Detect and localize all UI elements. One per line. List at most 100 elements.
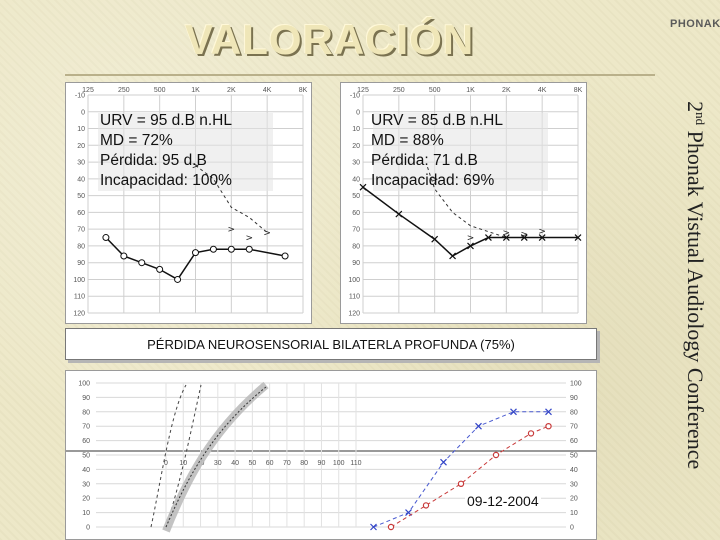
speech-red-line bbox=[390, 425, 549, 528]
speech-y-label-left: 70 bbox=[82, 424, 90, 431]
speech-red-point bbox=[457, 480, 465, 488]
speech-y-label-left: 80 bbox=[82, 409, 90, 416]
exam-date: 09-12-2004 bbox=[465, 493, 541, 509]
speech-red-point bbox=[527, 430, 535, 437]
speech-y-label-right: 40 bbox=[570, 467, 578, 474]
title-divider bbox=[65, 74, 655, 76]
right-air-point bbox=[538, 234, 546, 241]
caption-rest: Phonak Vistual Audiology Conference bbox=[682, 124, 708, 470]
speech-left-x-label: 30 bbox=[214, 460, 222, 467]
speech-left-x-label: 90 bbox=[318, 460, 326, 467]
speech-y-label-right: 70 bbox=[570, 424, 578, 431]
left-db-label: 10 bbox=[77, 126, 85, 133]
left-db-label: 100 bbox=[73, 277, 85, 284]
right-db-label: 20 bbox=[352, 143, 360, 150]
right-bone-mark: > bbox=[538, 227, 546, 237]
right-db-label: 120 bbox=[348, 311, 360, 318]
right-db-label: 40 bbox=[352, 176, 360, 183]
right-result-md: MD = 88% bbox=[371, 132, 444, 149]
right-db-label: 50 bbox=[352, 193, 360, 200]
left-freq-label: 1K bbox=[191, 87, 200, 94]
speech-red-point bbox=[492, 451, 500, 459]
left-air-point bbox=[120, 252, 128, 260]
left-bone-mark: > bbox=[192, 161, 200, 171]
left-db-label: -10 bbox=[75, 93, 85, 100]
right-freq-label: 2K bbox=[502, 87, 511, 94]
right-result-disability: Incapacidad: 69% bbox=[371, 172, 495, 189]
left-air-point bbox=[156, 265, 164, 273]
right-db-label: 10 bbox=[352, 126, 360, 133]
speech-y-label-right: 50 bbox=[570, 453, 578, 460]
speech-audiometry-chart: 100 100 90 90 80 80 70 70 60 60 50 50 40 40 30 30 20 20 10… bbox=[65, 370, 597, 540]
caption-prefix: 2 bbox=[682, 100, 708, 112]
left-freq-label: 8K bbox=[299, 87, 308, 94]
right-db-label: 110 bbox=[349, 294, 360, 301]
speech-blue-point bbox=[510, 408, 517, 416]
speech-red-point bbox=[387, 523, 395, 531]
left-air-point bbox=[209, 245, 217, 253]
right-freq-label: 125 bbox=[357, 87, 369, 94]
left-audiogram: 125 250 500 1K 2K 4K 8K -10 0 10 20 30 40 50 60 70 80 90 1… bbox=[65, 82, 312, 324]
right-air-point bbox=[431, 235, 439, 243]
right-db-label: -10 bbox=[350, 93, 360, 100]
speech-blue-point bbox=[440, 458, 447, 466]
right-air-point bbox=[449, 252, 457, 260]
left-db-label: 60 bbox=[77, 210, 85, 217]
speech-left-x-label: 110 bbox=[350, 460, 361, 467]
speech-y-label-left: 30 bbox=[82, 481, 90, 488]
right-freq-label: 8K bbox=[574, 87, 583, 94]
left-air-line bbox=[105, 237, 286, 281]
speech-left-x-label: 0 bbox=[164, 460, 168, 467]
left-result-urv: URV = 95 d.B n.HL bbox=[100, 112, 232, 129]
slide-title: VALORACIÓN bbox=[185, 16, 475, 63]
left-db-label: 50 bbox=[77, 193, 85, 200]
left-air-point bbox=[227, 245, 235, 253]
right-freq-label: 4K bbox=[538, 87, 547, 94]
speech-red-point bbox=[422, 502, 430, 509]
right-air-point bbox=[359, 183, 367, 191]
speech-y-label-right: 80 bbox=[570, 409, 578, 416]
speech-blue-point bbox=[370, 523, 377, 531]
right-audiogram: 125 250 500 1K 2K 4K 8K -10 0 10 20 30 40 50 60 70 80 90 1… bbox=[340, 82, 587, 324]
right-db-label: 70 bbox=[352, 227, 360, 234]
right-air-point bbox=[395, 210, 403, 218]
right-air-line bbox=[362, 186, 578, 257]
left-freq-label: 2K bbox=[227, 87, 236, 94]
left-audiogram-plot: 125 250 500 1K 2K 4K 8K -10 0 10 20 30 40 50 60 70 80 90 1… bbox=[73, 87, 308, 318]
left-db-label: 80 bbox=[77, 243, 85, 250]
speech-y-label-right: 10 bbox=[570, 510, 578, 517]
left-results: URV = 95 d.B n.HL MD = 72% Pérdida: 95 d… bbox=[100, 111, 232, 191]
left-freq-label: 125 bbox=[82, 87, 94, 94]
left-results-card bbox=[98, 113, 273, 191]
speech-left-x-label: 100 bbox=[333, 460, 345, 467]
speech-y-label-right: 30 bbox=[570, 481, 578, 488]
right-bone-mark: > bbox=[520, 230, 528, 240]
speech-y-label-left: 0 bbox=[86, 525, 90, 532]
speech-left-x-label: 60 bbox=[266, 460, 274, 467]
left-bone-mark: > bbox=[263, 229, 271, 239]
left-freq-label: 4K bbox=[263, 87, 272, 94]
left-bone-line bbox=[195, 165, 268, 233]
left-result-disability: Incapacidad: 100% bbox=[100, 172, 232, 189]
speech-y-label-right: 0 bbox=[570, 525, 574, 532]
right-bone-mark: > bbox=[467, 234, 475, 244]
left-freq-label: 250 bbox=[118, 87, 130, 94]
right-db-label: 80 bbox=[352, 243, 360, 250]
left-air-point bbox=[102, 234, 110, 242]
left-db-label: 70 bbox=[77, 227, 85, 234]
right-air-point bbox=[467, 242, 474, 250]
right-results: URV = 85 d.B n.HL MD = 88% Pérdida: 71 d… bbox=[371, 111, 503, 191]
left-db-label: 30 bbox=[77, 160, 85, 167]
left-db-label: 90 bbox=[77, 260, 85, 267]
speech-y-label-right: 20 bbox=[570, 496, 578, 503]
right-freq-label: 1K bbox=[466, 87, 475, 94]
right-result-loss: Pérdida: 71 d.B bbox=[371, 152, 478, 169]
left-air-point bbox=[281, 252, 289, 260]
speech-left-x-label: 80 bbox=[300, 460, 308, 467]
right-db-label: 0 bbox=[356, 109, 360, 116]
right-db-label: 30 bbox=[352, 160, 360, 167]
right-air-point bbox=[484, 234, 492, 241]
left-result-loss: Pérdida: 95 d.B bbox=[100, 152, 207, 169]
left-freq-label: 500 bbox=[154, 87, 166, 94]
speech-y-label-left: 60 bbox=[82, 438, 90, 445]
